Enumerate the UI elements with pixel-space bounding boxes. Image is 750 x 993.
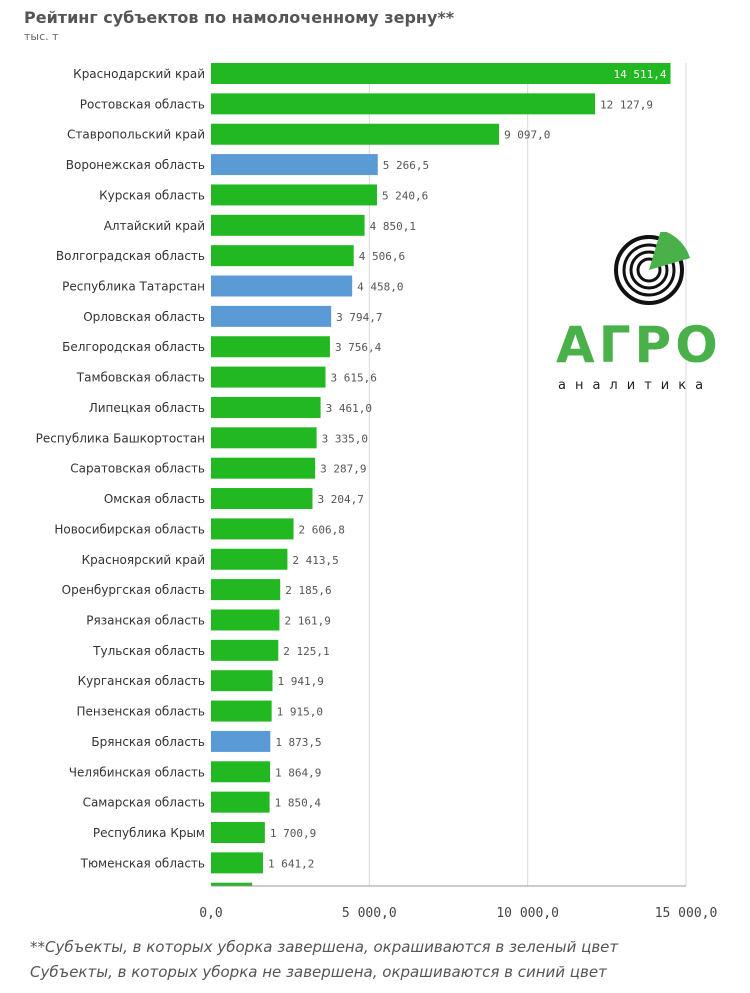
value-label: 1 915,0 <box>277 706 323 719</box>
value-label: 1 641,2 <box>268 857 314 870</box>
category-label: Липецкая область <box>89 401 205 415</box>
bar <box>211 670 273 692</box>
bar <box>211 761 271 783</box>
bar <box>211 275 353 297</box>
value-label: 4 458,0 <box>357 281 403 294</box>
category-label: Тюменская область <box>80 856 205 870</box>
value-label: 1 941,9 <box>277 675 323 688</box>
bar <box>211 730 271 752</box>
bar <box>211 184 377 206</box>
x-tick-label: 0,0 <box>199 906 222 921</box>
bar <box>211 427 317 449</box>
footnote-green: **Субъекты, в которых уборка завершена, … <box>30 938 619 956</box>
value-label: 3 335,0 <box>322 432 368 445</box>
value-label: 2 125,1 <box>283 645 329 658</box>
logo-word: АГРО <box>556 316 722 374</box>
bar-partial <box>211 882 253 886</box>
category-label: Рязанская область <box>86 613 205 627</box>
bar <box>211 639 279 661</box>
chart-unit: тыс. т <box>24 30 59 43</box>
category-label: Брянская область <box>91 735 205 749</box>
bar <box>211 396 321 418</box>
value-label: 3 204,7 <box>317 493 363 506</box>
category-label: Самарская область <box>83 796 205 810</box>
value-label: 5 266,5 <box>383 159 429 172</box>
bar <box>211 457 316 479</box>
category-label: Республика Татарстан <box>62 280 205 294</box>
bar <box>211 214 365 236</box>
category-label: Челябинская область <box>69 765 205 779</box>
category-label: Волгоградская область <box>56 249 205 263</box>
value-label: 1 700,9 <box>270 827 316 840</box>
value-label: 2 161,9 <box>284 614 330 627</box>
value-label: 3 756,4 <box>335 341 382 354</box>
category-label: Республика Крым <box>93 826 205 840</box>
chart-title: Рейтинг субъектов по намолоченному зерну… <box>24 8 455 27</box>
bar <box>211 245 354 267</box>
value-label: 3 794,7 <box>336 311 382 324</box>
value-label: 1 864,9 <box>275 766 321 779</box>
category-label: Тульская область <box>92 644 205 658</box>
bar <box>211 852 263 874</box>
category-label: Новосибирская область <box>54 522 205 536</box>
value-label: 14 511,4 <box>614 68 667 81</box>
value-label: 3 287,9 <box>320 463 366 476</box>
bar <box>211 700 272 722</box>
category-label: Пензенская область <box>76 705 205 719</box>
category-label: Курская область <box>99 188 205 202</box>
category-label: Алтайский край <box>104 219 205 233</box>
category-label: Краснодарский край <box>73 67 205 81</box>
bar <box>211 791 270 813</box>
agro-analytics-logo: АГРО аналитика <box>552 232 742 402</box>
value-label: 2 185,6 <box>285 584 331 597</box>
bar <box>211 336 330 358</box>
category-label: Омская область <box>104 492 205 506</box>
bar <box>211 63 671 84</box>
value-label: 4 506,6 <box>359 250 405 263</box>
category-label: Ростовская область <box>80 97 205 111</box>
bar <box>211 579 281 601</box>
category-label: Белгородская область <box>62 340 205 354</box>
bar <box>211 488 313 510</box>
category-label: Республика Башкортостан <box>36 431 205 445</box>
bar <box>211 518 294 540</box>
value-label: 12 127,9 <box>600 98 653 111</box>
target-pie-icon <box>614 232 690 305</box>
category-label: Орловская область <box>83 310 205 324</box>
bar <box>211 305 332 327</box>
bar <box>211 548 288 570</box>
category-label: Саратовская область <box>70 462 205 476</box>
category-label: Красноярский край <box>82 553 205 567</box>
value-label: 1 850,4 <box>275 797 322 810</box>
bar <box>211 822 265 843</box>
value-label: 3 461,0 <box>326 402 372 415</box>
category-label: Оренбургская область <box>62 583 205 597</box>
bar <box>211 154 378 176</box>
x-tick-label: 10 000,0 <box>496 906 559 921</box>
bar <box>211 609 280 631</box>
value-label: 3 615,6 <box>330 372 376 385</box>
category-label: Тамбовская область <box>76 371 205 385</box>
category-label: Воронежская область <box>66 158 205 172</box>
value-label: 2 606,8 <box>299 523 345 536</box>
category-label: Курганская область <box>78 674 205 688</box>
x-tick-label: 5 000,0 <box>342 906 397 921</box>
value-label: 5 240,6 <box>382 189 428 202</box>
bar-chart: 0,0 5 000,0 10 000,0 15 000,0 Краснодарский … <box>36 63 718 921</box>
category-label: Ставропольский край <box>67 128 205 142</box>
bar <box>211 366 326 388</box>
logo-subtitle: аналитика <box>558 378 713 393</box>
value-label: 2 413,5 <box>292 554 338 567</box>
footnote-blue: Субъекты, в которых уборка не завершена,… <box>30 963 607 981</box>
bar <box>211 93 596 115</box>
value-label: 1 873,5 <box>275 736 321 749</box>
value-label: 9 097,0 <box>504 129 550 142</box>
x-tick-label: 15 000,0 <box>655 906 718 921</box>
value-label: 4 850,1 <box>370 220 416 233</box>
bar <box>211 123 500 145</box>
